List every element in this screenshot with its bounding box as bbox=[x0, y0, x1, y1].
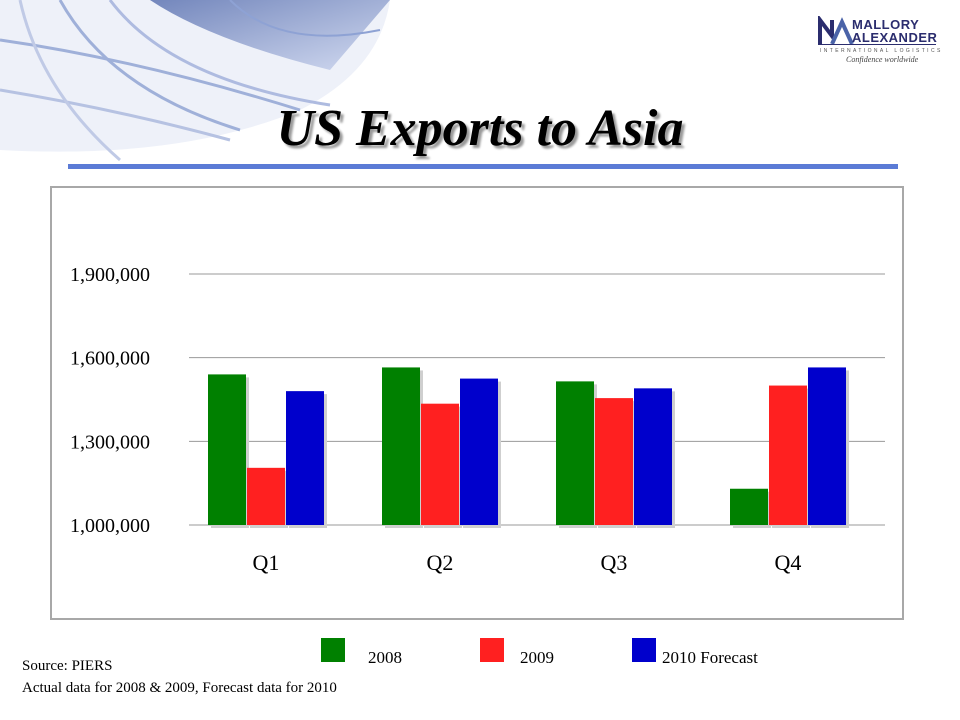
legend-label-2010-forecast: 2010 Forecast bbox=[662, 648, 758, 667]
y-tick-label: 1,900,000 bbox=[70, 264, 150, 286]
title-rule bbox=[68, 164, 898, 169]
x-tick-label: Q2 bbox=[427, 550, 454, 575]
company-logo: MALLORY ALEXANDER INTERNATIONAL LOGISTIC… bbox=[818, 12, 942, 64]
logo-tagline: Confidence worldwide bbox=[846, 55, 919, 64]
footnote: Actual data for 2008 & 2009, Forecast da… bbox=[22, 680, 337, 696]
legend-swatch-2009 bbox=[480, 638, 504, 662]
legend-label-2009: 2009 bbox=[520, 648, 554, 667]
x-tick-label: Q1 bbox=[253, 550, 280, 575]
bar-chart: 1,000,000 1,300,000 1,600,000 1,900,000 Q1 Q2… bbox=[70, 264, 885, 575]
bar-2010-forecast bbox=[808, 367, 846, 525]
legend-swatch-2010-forecast bbox=[632, 638, 656, 662]
bar-2010-forecast bbox=[634, 388, 672, 525]
bar-2009 bbox=[769, 385, 807, 525]
bar-2008 bbox=[730, 488, 768, 525]
bar-2008 bbox=[556, 381, 594, 525]
x-tick-label: Q3 bbox=[601, 550, 628, 575]
y-tick-label: 1,000,000 bbox=[70, 515, 150, 537]
legend-swatch-2008 bbox=[321, 638, 345, 662]
y-tick-label: 1,600,000 bbox=[70, 348, 150, 370]
logo-line-3: INTERNATIONAL LOGISTICS bbox=[820, 48, 943, 54]
logo-rule bbox=[818, 44, 936, 45]
bar-2009 bbox=[421, 403, 459, 525]
globe-graphic bbox=[0, 0, 390, 162]
logo-mark-icon bbox=[818, 16, 854, 45]
y-tick-label: 1,300,000 bbox=[70, 431, 150, 453]
logo-line-2: ALEXANDER bbox=[852, 30, 938, 45]
slide-title: US Exports to Asia bbox=[276, 100, 684, 157]
bar-2009 bbox=[247, 467, 285, 525]
x-tick-label: Q4 bbox=[775, 550, 802, 575]
legend-label-2008: 2008 bbox=[368, 648, 402, 667]
bar-2008 bbox=[382, 367, 420, 525]
bar-2010-forecast bbox=[460, 378, 498, 525]
chart-frame: 1,000,000 1,300,000 1,600,000 1,900,000 Q1 Q2… bbox=[50, 186, 904, 620]
bar-2010-forecast bbox=[286, 391, 324, 525]
logo-line-1: MALLORY bbox=[852, 17, 920, 32]
bar-2009 bbox=[595, 398, 633, 525]
source-label: Source: PIERS bbox=[22, 658, 113, 674]
bar-2008 bbox=[208, 374, 246, 525]
